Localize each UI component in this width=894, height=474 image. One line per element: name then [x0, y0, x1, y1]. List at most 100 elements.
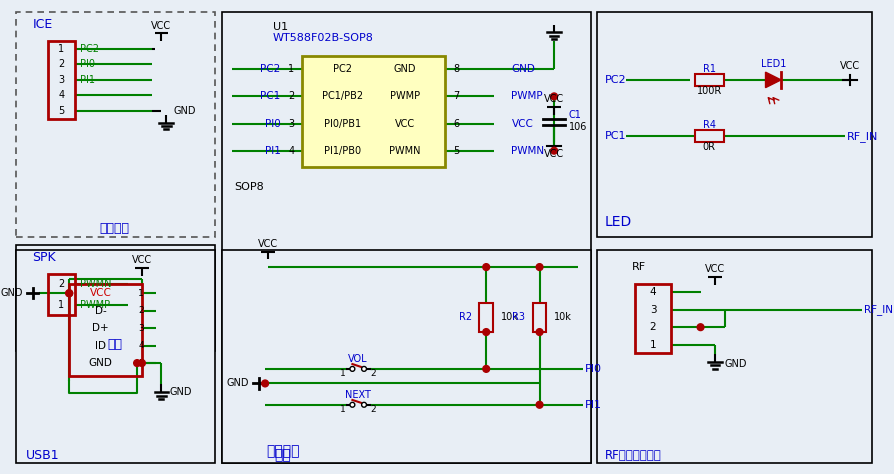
- Text: 喇叭: 喇叭: [107, 338, 122, 351]
- Text: PWMN: PWMN: [389, 146, 420, 155]
- Bar: [16, 12, 215, 237]
- Circle shape: [139, 360, 146, 366]
- Text: 1: 1: [138, 289, 144, 298]
- Circle shape: [350, 402, 355, 407]
- Circle shape: [551, 147, 558, 154]
- Bar: [635, 283, 671, 354]
- Circle shape: [361, 402, 367, 407]
- Text: D+: D+: [92, 323, 109, 333]
- Text: 1: 1: [650, 340, 656, 350]
- Text: RF: RF: [632, 262, 645, 272]
- Text: 1: 1: [340, 369, 346, 378]
- Text: GND: GND: [725, 359, 747, 369]
- Text: PI0: PI0: [586, 364, 603, 374]
- Text: 3: 3: [58, 75, 64, 85]
- Text: VCC: VCC: [394, 118, 415, 128]
- Text: PI1: PI1: [586, 400, 603, 410]
- Text: PWMP: PWMP: [390, 91, 420, 101]
- Text: VCC: VCC: [511, 118, 534, 128]
- Text: 3: 3: [288, 118, 294, 128]
- Text: GND: GND: [89, 358, 113, 368]
- Circle shape: [536, 328, 543, 336]
- Circle shape: [697, 324, 704, 330]
- Text: 4: 4: [58, 91, 64, 100]
- Text: PI1/PB0: PI1/PB0: [325, 146, 361, 155]
- Text: 2: 2: [58, 279, 64, 289]
- Text: 6: 6: [453, 118, 460, 128]
- Bar: [302, 55, 445, 167]
- Text: NEXT: NEXT: [345, 390, 371, 400]
- Bar: [48, 41, 75, 118]
- Text: PC2: PC2: [604, 75, 626, 85]
- Text: 100R: 100R: [696, 86, 721, 96]
- Polygon shape: [765, 72, 781, 88]
- Circle shape: [483, 264, 490, 271]
- Text: 2: 2: [288, 91, 294, 101]
- Text: 10k: 10k: [554, 312, 572, 322]
- Text: 7: 7: [453, 91, 460, 101]
- Bar: [597, 12, 873, 237]
- Text: RF_IN: RF_IN: [847, 131, 879, 142]
- Text: ID: ID: [96, 341, 106, 351]
- Text: ICE: ICE: [32, 18, 53, 31]
- Text: C1: C1: [569, 110, 581, 120]
- Text: 5: 5: [453, 146, 460, 155]
- Text: USB1: USB1: [26, 449, 59, 462]
- Text: VCC: VCC: [839, 61, 860, 71]
- Text: LED: LED: [604, 216, 632, 229]
- Text: D-: D-: [95, 306, 106, 316]
- Text: R3: R3: [512, 312, 525, 322]
- Text: PI0/PB1: PI0/PB1: [325, 118, 361, 128]
- Bar: [533, 303, 546, 332]
- Text: PI0: PI0: [265, 118, 281, 128]
- Text: RF模块信号接口: RF模块信号接口: [604, 449, 662, 462]
- Text: PC1/PB2: PC1/PB2: [322, 91, 363, 101]
- Bar: [16, 245, 215, 351]
- Text: 烧录接口: 烧录接口: [100, 222, 130, 235]
- Text: VCC: VCC: [89, 288, 112, 298]
- Text: VCC: VCC: [132, 255, 152, 265]
- Text: 语音芯片: 语音芯片: [266, 444, 299, 458]
- Text: 2: 2: [371, 405, 376, 414]
- Circle shape: [536, 264, 543, 271]
- Circle shape: [134, 360, 140, 366]
- Text: 4: 4: [650, 287, 656, 297]
- Text: PWMP: PWMP: [511, 91, 543, 101]
- Text: VCC: VCC: [151, 20, 172, 31]
- Bar: [223, 250, 591, 463]
- Text: 2: 2: [371, 369, 376, 378]
- Circle shape: [361, 366, 367, 371]
- Text: PC2: PC2: [333, 64, 352, 74]
- Bar: [695, 73, 724, 86]
- Text: GND: GND: [0, 288, 22, 298]
- Text: 1: 1: [288, 64, 294, 74]
- Text: WT588F02B-SOP8: WT588F02B-SOP8: [273, 33, 374, 43]
- Text: 2: 2: [650, 322, 656, 332]
- Text: PWMN: PWMN: [511, 146, 544, 155]
- Text: VOL: VOL: [349, 354, 368, 364]
- Text: 2: 2: [138, 306, 144, 315]
- Text: GND: GND: [226, 378, 249, 388]
- Text: RF_IN: RF_IN: [864, 304, 893, 315]
- Text: PI1: PI1: [80, 75, 95, 85]
- Circle shape: [483, 328, 490, 336]
- Text: PC2: PC2: [80, 44, 99, 54]
- Text: 5: 5: [58, 106, 64, 116]
- Text: 5: 5: [138, 358, 144, 367]
- Text: 1: 1: [340, 405, 346, 414]
- Text: R4: R4: [703, 120, 716, 130]
- Text: R1: R1: [703, 64, 716, 74]
- Text: R2: R2: [459, 312, 472, 322]
- Text: 0R: 0R: [703, 142, 716, 152]
- Text: 4: 4: [288, 146, 294, 155]
- Text: SPK: SPK: [32, 251, 56, 264]
- Bar: [48, 274, 75, 315]
- Text: PWMN: PWMN: [80, 279, 112, 289]
- Circle shape: [262, 380, 268, 387]
- Circle shape: [66, 290, 72, 297]
- Bar: [69, 283, 142, 376]
- Text: VCC: VCC: [544, 148, 564, 159]
- Text: 1: 1: [58, 44, 64, 54]
- Circle shape: [350, 366, 355, 371]
- Text: GND: GND: [393, 64, 416, 74]
